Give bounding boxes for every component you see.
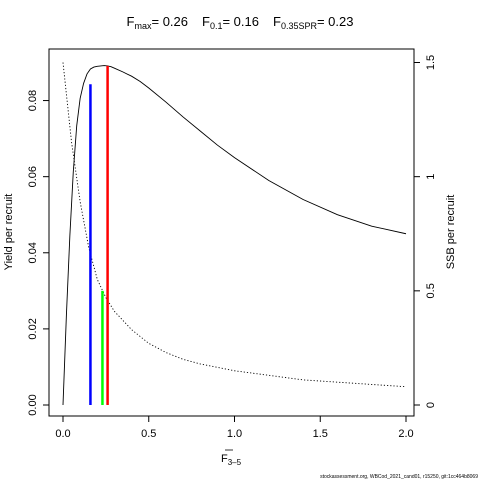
plot-frame bbox=[48, 48, 415, 417]
x-tick-label: 0.5 bbox=[141, 428, 156, 440]
y-axis-left: 0.00 0.02 0.04 0.06 0.08 bbox=[27, 90, 49, 416]
x-tick-label: 0.0 bbox=[55, 428, 70, 440]
y-right-tick-label: 1 bbox=[425, 174, 437, 180]
x-tick-label: 1.5 bbox=[313, 428, 328, 440]
y-left-tick-label: 0.06 bbox=[27, 166, 39, 187]
y-right-tick-label: 0 bbox=[425, 402, 437, 408]
y-left-tick-label: 0.04 bbox=[27, 242, 39, 263]
series-layer bbox=[62, 62, 407, 406]
x-axis: 0.0 0.5 1.0 1.5 2.0 bbox=[55, 416, 414, 440]
y-left-tick-label: 0.08 bbox=[27, 90, 39, 111]
ssb-per-recruit-line bbox=[62, 62, 407, 388]
y-right-tick-label: 0.5 bbox=[425, 283, 437, 298]
y-right-tick-label: 1.5 bbox=[425, 55, 437, 70]
x-axis-title: F3–5 bbox=[221, 449, 242, 467]
y-axis-left-title: Yield per recruit bbox=[3, 194, 15, 271]
y-left-tick-label: 0.00 bbox=[27, 394, 39, 415]
chart-title-text: Fmax= 0.26 F0.1= 0.16 F0.35SPR= 0.23 bbox=[127, 14, 354, 31]
y-left-tick-label: 0.02 bbox=[27, 318, 39, 339]
credit-text: stockassessment.org, WBCod_2021_cand01, … bbox=[320, 474, 478, 480]
reference-lines bbox=[89, 65, 109, 405]
y-axis-right-title: SSB per recruit bbox=[445, 195, 457, 270]
x-axis-title-text: F3–5 bbox=[221, 453, 242, 467]
x-tick-label: 2.0 bbox=[398, 428, 413, 440]
y-axis-right: 0 0.5 1 1.5 bbox=[414, 55, 437, 408]
chart-title: Fmax= 0.26 F0.1= 0.16 F0.35SPR= 0.23 bbox=[127, 14, 354, 31]
yield-per-recruit-line bbox=[62, 65, 407, 406]
x-tick-label: 1.0 bbox=[227, 428, 242, 440]
